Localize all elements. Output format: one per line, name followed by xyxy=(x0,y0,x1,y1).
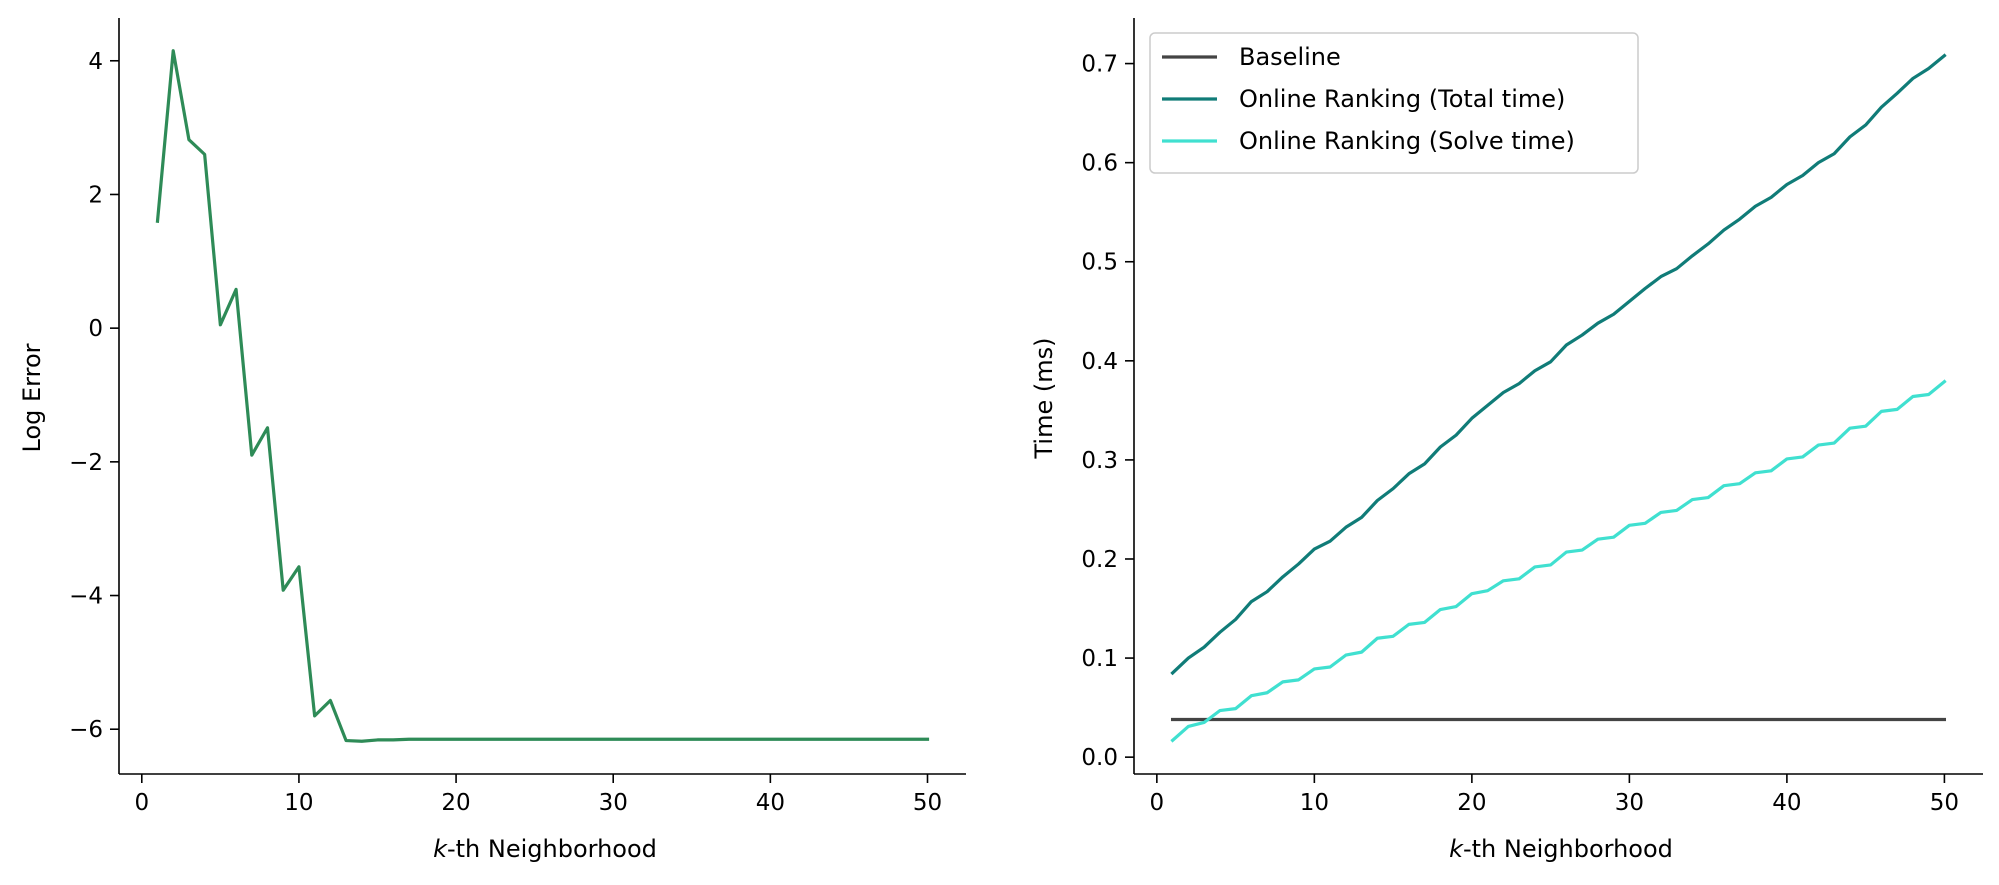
right-x-tick-label: 40 xyxy=(1772,790,1801,816)
left-y-tick-label: 2 xyxy=(88,182,103,208)
left-x-tick-label: 30 xyxy=(599,790,628,816)
left-x-tick-label: 0 xyxy=(134,790,149,816)
left-y-axis-label: Log Error xyxy=(18,343,46,452)
left-y-tick-label: 0 xyxy=(88,316,103,342)
left-x-tick-label: 10 xyxy=(284,790,313,816)
legend-entry-label: Baseline xyxy=(1239,43,1341,71)
right-y-tick-label: 0.2 xyxy=(1081,547,1118,573)
legend-entry-label: Online Ranking (Total time) xyxy=(1239,85,1565,113)
right-series-online-ranking-total-time-line xyxy=(1170,53,1947,676)
right-panel-time: k-th Neighborhood Time (ms) 0 10 20 30 40 50 0… xyxy=(1030,18,1983,863)
right-x-tick-label: 0 xyxy=(1150,790,1165,816)
right-x-tick-label: 30 xyxy=(1615,790,1644,816)
legend: Baseline Online Ranking (Total time) Onlin… xyxy=(1149,32,1639,174)
right-x-tick-label: 10 xyxy=(1300,790,1329,816)
left-x-tick-label: 50 xyxy=(913,790,942,816)
left-series-log-error-line xyxy=(155,49,930,743)
left-y-tick-label: 4 xyxy=(88,49,103,75)
left-y-tick-label: −4 xyxy=(69,584,103,610)
left-panel-log-error: k-th Neighborhood Log Error 0 10 20 30 40 50−… xyxy=(18,18,966,863)
right-x-axis-label: k-th Neighborhood xyxy=(1449,835,1673,863)
right-y-axis-label: Time (ms) xyxy=(1030,338,1058,460)
right-x-tick-label: 20 xyxy=(1457,790,1486,816)
right-y-tick-label: 0.0 xyxy=(1081,745,1118,771)
legend-frame xyxy=(1149,32,1639,174)
right-y-tick-label: 0.6 xyxy=(1081,151,1118,177)
left-x-tick-label: 40 xyxy=(756,790,785,816)
right-y-tick-label: 0.7 xyxy=(1081,52,1118,78)
left-y-tick-label: −6 xyxy=(69,717,103,743)
left-y-tick-label: −2 xyxy=(69,450,103,476)
right-x-tick-label: 50 xyxy=(1930,790,1959,816)
right-series-online-ranking-solve-time-line xyxy=(1170,379,1947,743)
left-x-tick-label: 20 xyxy=(441,790,470,816)
right-y-tick-label: 0.5 xyxy=(1081,250,1118,276)
right-y-tick-label: 0.4 xyxy=(1081,349,1118,375)
left-x-axis-label: k-th Neighborhood xyxy=(433,835,657,863)
legend-entry-label: Online Ranking (Solve time) xyxy=(1239,127,1575,155)
right-y-tick-label: 0.1 xyxy=(1081,646,1118,672)
right-y-tick-label: 0.3 xyxy=(1081,448,1118,474)
